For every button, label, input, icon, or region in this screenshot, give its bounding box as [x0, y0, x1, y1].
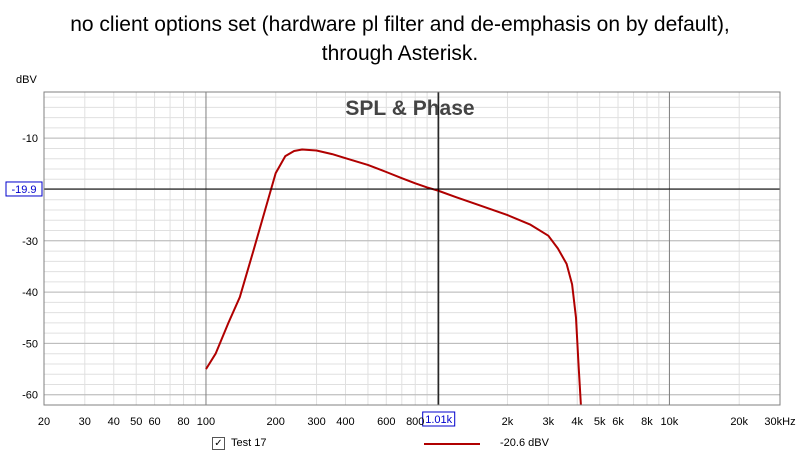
x-tick-label: 80 [177, 416, 189, 428]
cursor-x-readout-box [422, 411, 456, 427]
x-tick-label: 30 [79, 416, 91, 428]
y-tick-label: -60 [22, 390, 38, 402]
x-tick-label: 4k [571, 416, 583, 428]
title-line-1: no client options set (hardware pl filte… [70, 13, 730, 36]
legend-value: -20.6 dBV [500, 437, 549, 449]
legend-swatch [424, 443, 480, 445]
y-axis-label: dBV [16, 74, 37, 86]
x-tick-label: 300 [307, 416, 325, 428]
cursor-x-readout: 1.01k [425, 414, 452, 426]
grid [44, 92, 780, 405]
x-tick-label: 20k [730, 416, 748, 428]
cursor-y-readout-box [5, 181, 43, 197]
plot-frame [43, 91, 781, 406]
cursor-y-readout: -19.9 [11, 184, 36, 196]
x-tick-label: 60 [148, 416, 160, 428]
x-tick-label: 30kHz [764, 416, 795, 428]
y-tick-label: -10 [22, 133, 38, 145]
y-tick-label: -30 [22, 236, 38, 248]
title-line-2: through Asterisk. [321, 42, 479, 65]
x-tick-label: 20 [38, 416, 50, 428]
x-tick-label: 200 [267, 416, 285, 428]
x-tick-label: 2k [502, 416, 514, 428]
spl-phase-chart: SPL & Phase -19.91.01k 20 30 40 50 60 80 100 20… [5, 74, 796, 428]
y-tick-label: -50 [22, 338, 38, 350]
x-tick-label: 40 [108, 416, 120, 428]
x-tick-label: 50 [130, 416, 142, 428]
x-tick-label: 800 [406, 416, 424, 428]
legend-series-name: Test 17 [231, 437, 267, 449]
x-tick-label: 10k [661, 416, 679, 428]
series-line-test-17 [205, 148, 582, 406]
page-title: no client options set (hardware pl filte… [0, 10, 800, 68]
series-layer [205, 148, 582, 406]
x-tick-label: 8k [641, 416, 653, 428]
plot-title: SPL & Phase [345, 97, 474, 120]
cursor[interactable]: -19.9 1.01k [5, 92, 780, 427]
x-tick-label: 5k [594, 416, 606, 428]
x-tick-label: 6k [612, 416, 624, 428]
x-tick-label: 3k [542, 416, 554, 428]
x-tick-label: 100 [197, 416, 215, 428]
plot-area [44, 92, 780, 405]
legend: ✓ Test 17 -20.6 dBV [0, 436, 800, 456]
y-tick-label: -40 [22, 287, 38, 299]
legend-checkbox[interactable]: ✓ [212, 437, 225, 450]
x-tick-label: 400 [336, 416, 354, 428]
x-tick-label: 600 [377, 416, 395, 428]
axes: 20 30 40 50 60 80 100 200 300 400 600 800 2k 3k 4k 5k 6k… [22, 91, 796, 428]
